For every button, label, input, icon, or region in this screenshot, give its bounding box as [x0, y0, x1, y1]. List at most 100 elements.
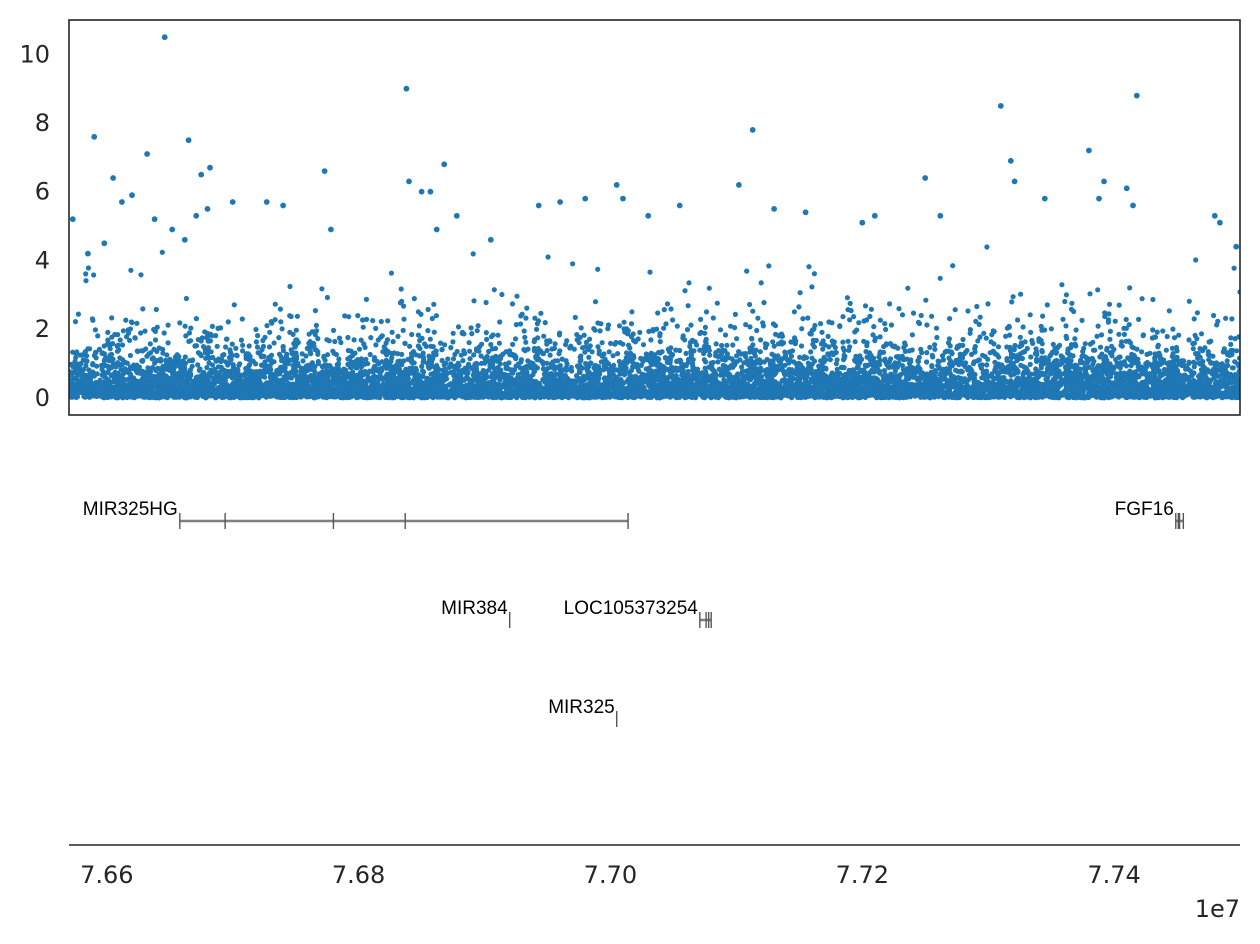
- scatter-point: [730, 342, 736, 348]
- scatter-point: [495, 365, 501, 371]
- scatter-point: [806, 264, 812, 270]
- scatter-point: [932, 342, 938, 348]
- scatter-point: [1150, 327, 1156, 333]
- scatter-point: [356, 346, 363, 352]
- scatter-point: [826, 319, 832, 325]
- scatter-point: [300, 358, 306, 364]
- scatter-point: [1170, 326, 1176, 332]
- scatter-point: [1171, 335, 1178, 341]
- scatter-point: [568, 364, 574, 371]
- scatter-point: [367, 351, 373, 358]
- scatter-point: [791, 359, 797, 365]
- scatter-point: [924, 322, 930, 328]
- scatter-point: [744, 268, 750, 274]
- scatter-point: [592, 299, 599, 305]
- scatter-point: [448, 345, 454, 351]
- scatter-point: [1020, 324, 1026, 330]
- scatter-point: [734, 336, 740, 342]
- scatter-point: [545, 254, 551, 260]
- scatter-point: [415, 332, 421, 338]
- scatter-point: [1106, 311, 1112, 317]
- scatter-point: [761, 300, 767, 306]
- scatter-point: [117, 337, 123, 343]
- scatter-point: [1191, 340, 1197, 346]
- scatter-point: [577, 369, 583, 375]
- scatter-point: [152, 337, 159, 343]
- scatter-point: [524, 305, 530, 311]
- scatter-point: [1069, 300, 1075, 306]
- scatter-point: [1097, 344, 1104, 350]
- scatter-point: [159, 249, 165, 255]
- scatter-point: [89, 316, 95, 322]
- scatter-point: [342, 313, 348, 319]
- scatter-point: [1038, 323, 1044, 329]
- scatter-point: [182, 354, 188, 360]
- scatter-point: [478, 353, 484, 359]
- scatter-point: [1206, 339, 1212, 345]
- scatter-point: [722, 332, 729, 338]
- scatter-point: [610, 353, 616, 359]
- scatter-point: [1193, 257, 1199, 263]
- scatter-point: [927, 344, 933, 350]
- scatter-point: [202, 350, 208, 356]
- scatter-point: [872, 335, 879, 341]
- scatter-point: [1107, 328, 1113, 334]
- scatter-point: [557, 330, 563, 336]
- scatter-point: [563, 342, 569, 348]
- scatter-point: [887, 301, 893, 307]
- scatter-point: [984, 244, 990, 250]
- scatter-point: [910, 310, 917, 316]
- scatter-point: [425, 328, 431, 334]
- scatter-point: [851, 314, 857, 320]
- scatter-point: [401, 303, 407, 309]
- scatter-point: [1186, 337, 1192, 343]
- scatter-point: [703, 359, 709, 365]
- scatter-point: [428, 343, 434, 349]
- scatter-point: [770, 321, 777, 327]
- scatter-point: [425, 306, 431, 313]
- scatter-point: [1163, 347, 1169, 353]
- scatter-point: [682, 288, 688, 294]
- scatter-point: [1230, 365, 1236, 371]
- scatter-point: [932, 346, 938, 352]
- scatter-point: [808, 349, 814, 355]
- scatter-point: [150, 355, 156, 361]
- scatter-point: [355, 313, 361, 319]
- scatter-point: [755, 315, 761, 321]
- scatter-point: [277, 306, 283, 312]
- scatter-point: [638, 362, 645, 368]
- scatter-point: [460, 358, 466, 364]
- scatter-point: [1060, 316, 1066, 322]
- scatter-point: [1164, 333, 1170, 340]
- scatter-point: [655, 310, 661, 316]
- scatter-point: [165, 322, 171, 328]
- scatter-point: [1211, 312, 1217, 319]
- scatter-point: [1198, 331, 1205, 337]
- scatter-point: [547, 352, 553, 358]
- scatter-point: [238, 337, 244, 343]
- scatter-point: [388, 270, 394, 276]
- scatter-point: [1072, 336, 1078, 342]
- scatter-point: [710, 315, 716, 321]
- scatter-point: [496, 340, 502, 346]
- scatter-point: [664, 301, 671, 307]
- scatter-point: [360, 324, 366, 330]
- scatter-point: [877, 317, 884, 323]
- scatter-point: [225, 319, 231, 325]
- scatter-point: [271, 340, 277, 346]
- scatter-point: [983, 335, 989, 341]
- scatter-point: [373, 342, 379, 348]
- scatter-point: [1082, 364, 1088, 370]
- scatter-point: [947, 316, 953, 322]
- scatter-point: [977, 314, 983, 320]
- scatter-point: [805, 315, 811, 321]
- scatter-point: [623, 350, 630, 356]
- scatter-point: [747, 301, 753, 308]
- scatter-point: [534, 321, 541, 327]
- scatter-point: [541, 333, 547, 339]
- scatter-point: [114, 348, 121, 354]
- scatter-point: [370, 318, 376, 324]
- scatter-point: [715, 359, 721, 365]
- scatter-point: [811, 271, 818, 277]
- scatter-point: [1194, 310, 1200, 316]
